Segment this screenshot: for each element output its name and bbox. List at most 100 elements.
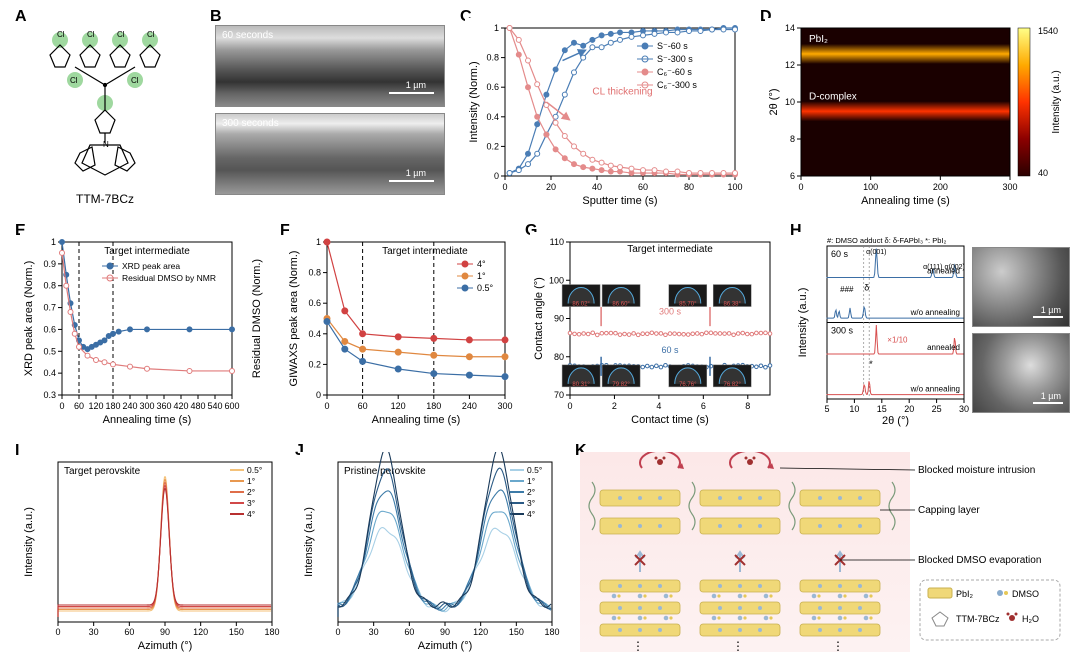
svg-text:10: 10 — [849, 404, 859, 414]
svg-text:180: 180 — [105, 401, 120, 411]
svg-text:1: 1 — [316, 237, 321, 247]
chart-f: 06012018024030000.20.40.60.81Annealing t… — [285, 232, 515, 427]
panel-h: 510152025302θ (°)Intensity (a.u.)#: DMSO… — [795, 232, 1070, 427]
svg-text:Cl: Cl — [147, 30, 155, 39]
svg-text:4: 4 — [656, 401, 661, 411]
svg-text:0: 0 — [494, 171, 499, 181]
panel-h-sems: 1 µm 1 µm — [972, 247, 1070, 413]
svg-text:annealed: annealed — [927, 267, 960, 276]
svg-text:δ: δ — [864, 282, 869, 292]
svg-text:85.70°: 85.70° — [679, 302, 697, 308]
panel-k: ⋮⋮⋮Blocked moisture intrusionCapping lay… — [580, 452, 1065, 652]
svg-text:40: 40 — [592, 182, 602, 192]
svg-text:60 s: 60 s — [661, 345, 679, 355]
svg-text:60 s: 60 s — [831, 249, 849, 259]
svg-text:Cl: Cl — [87, 30, 95, 39]
svg-text:Cl: Cl — [117, 30, 125, 39]
svg-text:0: 0 — [567, 401, 572, 411]
svg-text:*: * — [869, 359, 873, 369]
panel-letter-i: I — [15, 442, 19, 460]
svg-text:0.4: 0.4 — [43, 368, 56, 378]
svg-text:20: 20 — [904, 404, 914, 414]
svg-text:70: 70 — [554, 390, 564, 400]
svg-text:300: 300 — [1002, 182, 1017, 192]
svg-text:0: 0 — [55, 627, 60, 637]
svg-text:76.82°: 76.82° — [724, 382, 742, 388]
svg-text:2θ (°): 2θ (°) — [882, 415, 909, 427]
svg-text:0.5°: 0.5° — [477, 283, 494, 293]
svg-text:⋮: ⋮ — [732, 639, 744, 652]
panel-b: 60 seconds 1 µm 300 seconds 1 µm — [215, 25, 445, 200]
svg-text:Intensity (a.u.): Intensity (a.u.) — [303, 507, 315, 577]
svg-text:120: 120 — [88, 401, 103, 411]
svg-text:Cl: Cl — [131, 76, 139, 85]
svg-text:30: 30 — [959, 404, 969, 414]
panel-e: 0601201802403003604204805406000.30.40.50… — [20, 232, 270, 427]
svg-text:4°: 4° — [527, 509, 535, 519]
chart-e: 0601201802403003604204805406000.30.40.50… — [20, 232, 270, 427]
svg-text:0.5°: 0.5° — [527, 465, 542, 475]
chart-c: 02040608010000.20.40.60.81Sputter time (… — [465, 18, 745, 208]
svg-text:0.4: 0.4 — [486, 112, 499, 122]
svg-text:⋮: ⋮ — [632, 639, 644, 652]
svg-text:w/o annealing: w/o annealing — [910, 384, 960, 393]
svg-text:8: 8 — [745, 401, 750, 411]
svg-text:150: 150 — [229, 627, 244, 637]
svg-text:1: 1 — [51, 237, 56, 247]
svg-text:Target intermediate: Target intermediate — [627, 244, 713, 255]
svg-text:240: 240 — [462, 401, 477, 411]
svg-text:1540: 1540 — [1038, 26, 1058, 36]
sem-top: 60 seconds 1 µm — [215, 25, 445, 107]
svg-text:N: N — [103, 140, 109, 149]
svg-text:Target perovskite: Target perovskite — [64, 466, 141, 477]
svg-text:180: 180 — [544, 627, 559, 637]
svg-text:Residual DMSO (Norm.): Residual DMSO (Norm.) — [251, 259, 263, 378]
svg-text:6: 6 — [701, 401, 706, 411]
svg-text:15: 15 — [877, 404, 887, 414]
svg-text:2: 2 — [612, 401, 617, 411]
svg-text:1: 1 — [494, 23, 499, 33]
svg-text:60: 60 — [74, 401, 84, 411]
svg-text:80: 80 — [684, 182, 694, 192]
sem-h-top: 1 µm — [972, 247, 1070, 327]
panel-c: 02040608010000.20.40.60.81Sputter time (… — [465, 18, 745, 208]
svg-text:480: 480 — [190, 401, 205, 411]
svg-text:Cl: Cl — [70, 76, 78, 85]
svg-text:10: 10 — [785, 97, 795, 107]
svg-text:8: 8 — [790, 134, 795, 144]
svg-text:100: 100 — [863, 182, 878, 192]
svg-text:CL thickening: CL thickening — [592, 87, 652, 98]
svg-text:Annealing time (s): Annealing time (s) — [103, 414, 192, 426]
svg-text:4°: 4° — [477, 259, 486, 269]
svg-text:3°: 3° — [527, 498, 535, 508]
svg-text:180: 180 — [264, 627, 279, 637]
svg-text:0: 0 — [316, 390, 321, 400]
svg-text:Azimuth (°): Azimuth (°) — [138, 640, 193, 652]
svg-text:Intensity (a.u.): Intensity (a.u.) — [797, 288, 809, 358]
panel-letter-a: A — [15, 8, 27, 26]
chart-i: 0306090120150180Azimuth (°)Intensity (a.… — [20, 452, 280, 652]
svg-text:0.8: 0.8 — [43, 281, 56, 291]
svg-text:0.2: 0.2 — [486, 141, 499, 151]
svg-text:180: 180 — [426, 401, 441, 411]
svg-text:Pristine perovskite: Pristine perovskite — [344, 466, 426, 477]
svg-text:2°: 2° — [527, 487, 535, 497]
svg-text:2°: 2° — [247, 487, 255, 497]
svg-text:120: 120 — [391, 401, 406, 411]
svg-text:Annealing time (s): Annealing time (s) — [372, 414, 461, 426]
svg-text:79.82°: 79.82° — [612, 382, 630, 388]
svg-text:XRD peak area: XRD peak area — [122, 261, 180, 271]
svg-text:120: 120 — [193, 627, 208, 637]
svg-text:0.2: 0.2 — [308, 359, 321, 369]
sem-top-label: 60 seconds — [222, 30, 273, 41]
svg-text:0.6: 0.6 — [308, 298, 321, 308]
svg-text:Target intermediate: Target intermediate — [382, 246, 468, 257]
svg-text:XRD peak area (Norm.): XRD peak area (Norm.) — [23, 261, 35, 377]
svg-text:30: 30 — [369, 627, 379, 637]
panel-f: 06012018024030000.20.40.60.81Annealing t… — [285, 232, 515, 427]
svg-text:76.76°: 76.76° — [679, 382, 697, 388]
svg-text:86.38°: 86.38° — [724, 302, 742, 308]
svg-text:0.6: 0.6 — [43, 324, 56, 334]
svg-text:TTM-7BCz: TTM-7BCz — [956, 614, 1000, 624]
svg-text:0.5°: 0.5° — [247, 465, 262, 475]
